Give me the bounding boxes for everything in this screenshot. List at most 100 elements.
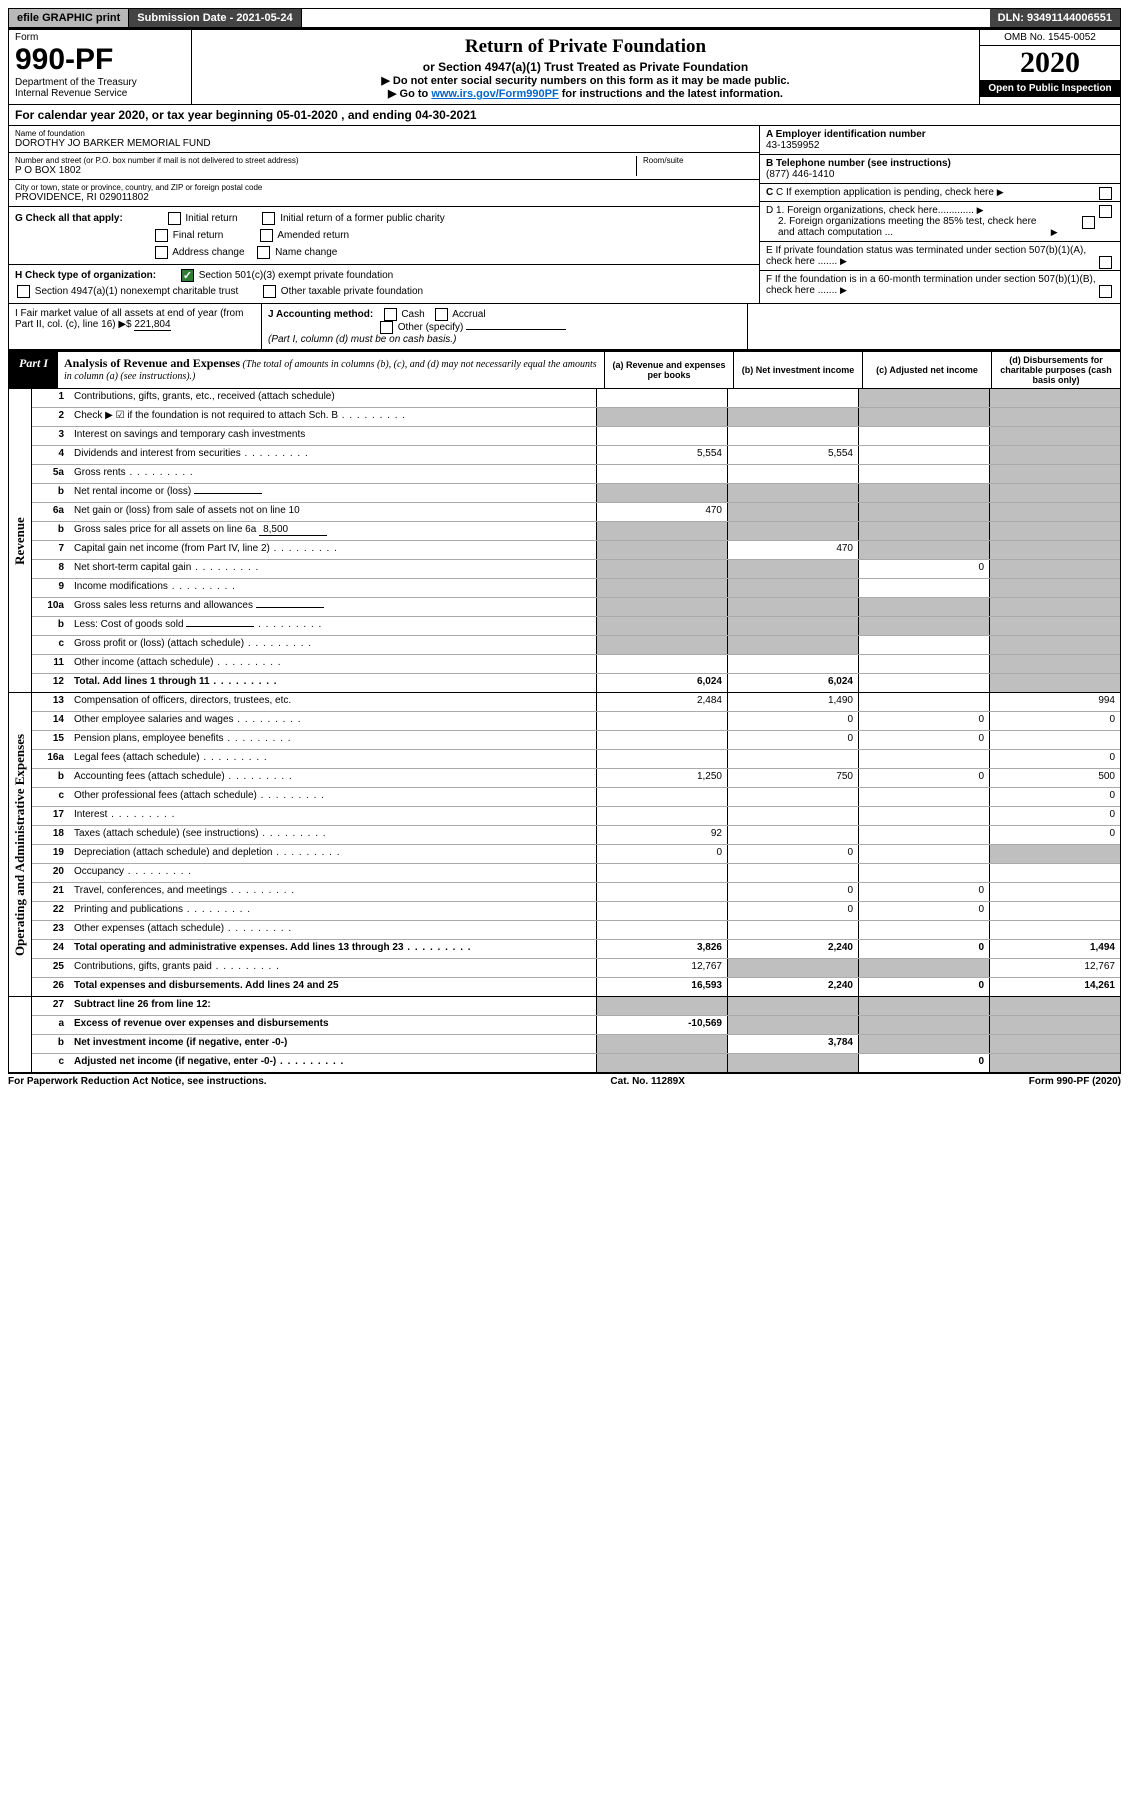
revenue-side-label: Revenue [9,389,32,692]
value-cell: 14,261 [989,978,1120,996]
value-cell: 0 [858,731,989,749]
cash-basis-note: (Part I, column (d) must be on cash basi… [268,334,456,345]
value-cell [596,883,727,901]
value-cell [858,788,989,806]
cash-checkbox[interactable] [384,308,397,321]
value-cell: 12,767 [989,959,1120,977]
grey-cell [727,617,858,635]
grey-cell [858,522,989,540]
address-change-checkbox[interactable] [155,246,168,259]
value-cell: 500 [989,769,1120,787]
value-cell: 0 [858,560,989,578]
line-row: 1Contributions, gifts, grants, etc., rec… [32,389,1120,408]
grey-cell [858,503,989,521]
line-desc: Adjusted net income (if negative, enter … [70,1054,596,1072]
initial-return-checkbox[interactable] [168,212,181,225]
grey-cell [989,617,1120,635]
value-cell: 0 [989,750,1120,768]
value-cell [858,750,989,768]
line-number: 19 [32,845,70,863]
501c3-checkbox[interactable] [181,269,194,282]
line-number: 10a [32,598,70,616]
line-row: bAccounting fees (attach schedule)1,2507… [32,769,1120,788]
initial-former-checkbox[interactable] [262,212,275,225]
grey-cell [858,617,989,635]
final-return-checkbox[interactable] [155,229,168,242]
value-cell: 1,490 [727,693,858,711]
phone-cell: B Telephone number (see instructions) (8… [760,155,1120,184]
value-cell [727,807,858,825]
summary-section: 27Subtract line 26 from line 12:aExcess … [8,997,1121,1073]
line-desc: Capital gain net income (from Part IV, l… [70,541,596,559]
60month-checkbox[interactable] [1099,285,1112,298]
section-f: F If the foundation is in a 60-month ter… [760,271,1120,299]
value-cell: 6,024 [727,674,858,692]
value-cell [989,883,1120,901]
name-change-checkbox[interactable] [257,246,270,259]
paperwork-notice: For Paperwork Reduction Act Notice, see … [8,1076,267,1087]
value-cell: 0 [727,712,858,730]
irs-link[interactable]: www.irs.gov/Form990PF [431,88,558,100]
other-taxable-checkbox[interactable] [263,285,276,298]
page-footer: For Paperwork Reduction Act Notice, see … [8,1073,1121,1087]
value-cell [727,750,858,768]
line-number: 11 [32,655,70,673]
value-cell [727,921,858,939]
line-row: 5aGross rents [32,465,1120,484]
accrual-checkbox[interactable] [435,308,448,321]
value-cell: 0 [858,978,989,996]
line-desc: Excess of revenue over expenses and disb… [70,1016,596,1034]
line-number: 7 [32,541,70,559]
line-number: 2 [32,408,70,426]
grey-cell [727,579,858,597]
line-row: 26Total expenses and disbursements. Add … [32,978,1120,996]
foreign-checkbox[interactable] [1099,205,1112,218]
grey-cell [858,1035,989,1053]
grey-cell [858,389,989,407]
value-cell: 0 [989,826,1120,844]
pending-checkbox[interactable] [1099,187,1112,200]
grey-cell [989,579,1120,597]
value-cell [727,389,858,407]
line-number: a [32,1016,70,1034]
section-g: G Check all that apply: Initial return I… [9,207,759,265]
grey-cell [989,1016,1120,1034]
value-cell: 0 [727,883,858,901]
4947-checkbox[interactable] [17,285,30,298]
value-cell: 0 [989,712,1120,730]
form-number: 990-PF [15,45,185,75]
value-cell: 2,484 [596,693,727,711]
omb-number: OMB No. 1545-0052 [980,30,1120,46]
submission-date: Submission Date - 2021-05-24 [129,9,301,27]
grey-cell [596,484,727,502]
other-method-checkbox[interactable] [380,321,393,334]
efile-print-button[interactable]: efile GRAPHIC print [9,9,129,27]
col-b-header: (b) Net investment income [733,352,862,388]
line-row: 3Interest on savings and temporary cash … [32,427,1120,446]
line-row: 22Printing and publications00 [32,902,1120,921]
open-to-public: Open to Public Inspection [980,80,1120,97]
terminated-checkbox[interactable] [1099,256,1112,269]
grey-cell [596,579,727,597]
grey-cell [727,636,858,654]
value-cell: 0 [858,712,989,730]
value-cell: 0 [989,807,1120,825]
amended-checkbox[interactable] [260,229,273,242]
line-number: 4 [32,446,70,464]
irs-label: Internal Revenue Service [15,88,185,99]
value-cell [727,788,858,806]
line-desc: Legal fees (attach schedule) [70,750,596,768]
value-cell [727,465,858,483]
value-cell [858,693,989,711]
line-row: 19Depreciation (attach schedule) and dep… [32,845,1120,864]
foreign-85-checkbox[interactable] [1082,216,1095,229]
line-desc: Travel, conferences, and meetings [70,883,596,901]
value-cell [989,864,1120,882]
address-cell: Number and street (or P.O. box number if… [9,153,759,180]
line-row: 11Other income (attach schedule) [32,655,1120,674]
value-cell [596,389,727,407]
value-cell [596,750,727,768]
value-cell: 0 [858,902,989,920]
grey-cell [858,484,989,502]
line-row: 17Interest0 [32,807,1120,826]
